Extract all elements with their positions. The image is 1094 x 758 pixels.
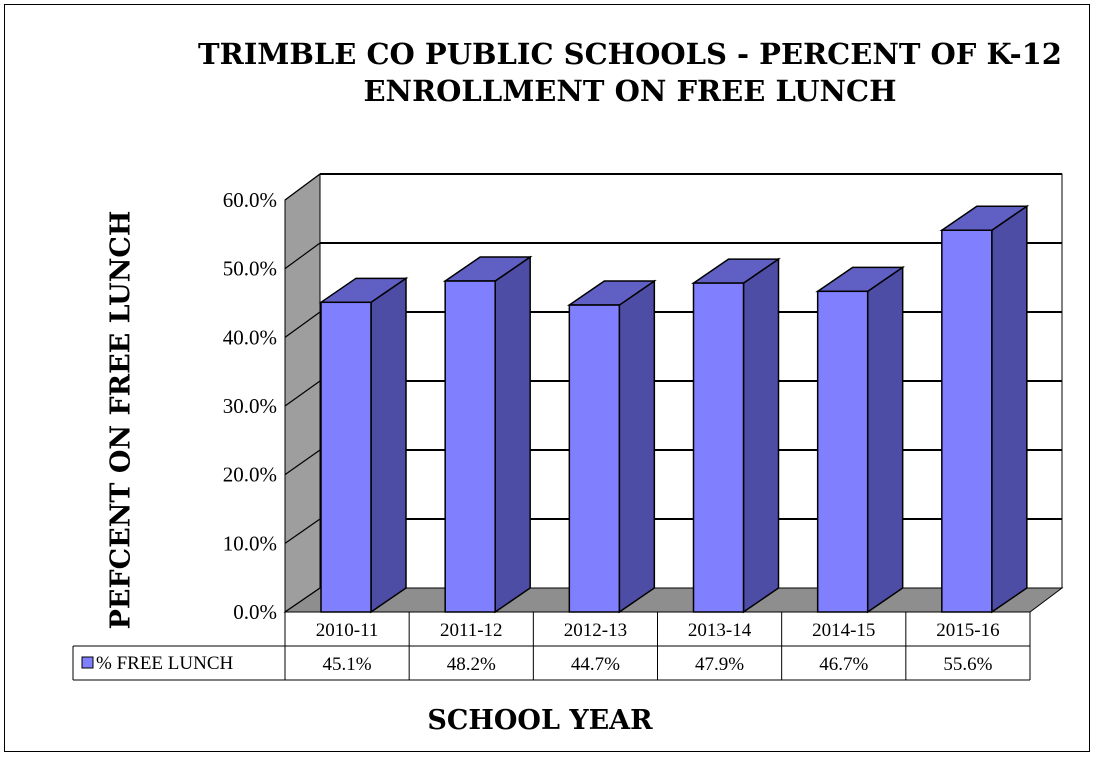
gridline-wall	[284, 587, 321, 613]
x-category-label: 2012-13	[564, 620, 627, 641]
y-tick-label: 30.0%	[223, 394, 277, 418]
chart-title: TRIMBLE CO PUBLIC SCHOOLS - PERCENT OF K…	[198, 37, 1062, 108]
bar-side	[991, 204, 1028, 614]
data-table-value: 48.2%	[447, 654, 496, 675]
bar	[568, 304, 621, 613]
bar	[692, 282, 745, 613]
y-tick-label: 20.0%	[223, 463, 277, 487]
y-tick-label: 0.0%	[233, 600, 277, 624]
bar-side	[866, 265, 904, 614]
data-table-value: 45.1%	[323, 654, 372, 675]
bar-side	[494, 255, 531, 614]
bar-side	[742, 257, 780, 614]
bar	[444, 280, 496, 613]
gridline-wall	[284, 173, 321, 201]
data-table-value: 47.9%	[695, 654, 744, 675]
bar	[816, 290, 869, 613]
gridline-wall	[284, 449, 321, 476]
x-category-label: 2010-11	[316, 620, 379, 641]
data-table-value: 44.7%	[571, 654, 620, 675]
gridline-wall	[284, 380, 321, 407]
legend-series-name: % FREE LUNCH	[96, 653, 234, 674]
gridline-wall	[284, 311, 321, 338]
y-tick-label: 10.0%	[223, 531, 277, 555]
bar	[320, 301, 372, 613]
y-tick-label: 60.0%	[223, 188, 277, 212]
legend-key	[81, 656, 94, 669]
x-category-label: 2011-12	[440, 620, 503, 641]
gridline-wall	[284, 518, 321, 544]
x-category-label: 2015-16	[936, 620, 999, 641]
gridline-wall	[284, 242, 321, 270]
bar-side	[370, 276, 407, 614]
x-category-label: 2013-14	[688, 620, 752, 641]
data-table-value: 55.6%	[943, 654, 992, 675]
bar	[941, 229, 993, 613]
y-tick-label: 40.0%	[223, 325, 277, 349]
x-category-label: 2014-15	[812, 620, 875, 641]
bar-side	[618, 279, 656, 614]
x-axis-title: SCHOOL YEAR	[427, 705, 653, 736]
data-table-value: 46.7%	[819, 654, 868, 675]
y-tick-label: 50.0%	[223, 257, 277, 281]
